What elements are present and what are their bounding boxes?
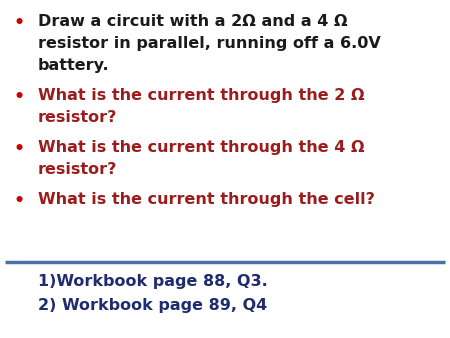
Text: •: • <box>14 14 25 32</box>
Text: 1)Workbook page 88, Q3.: 1)Workbook page 88, Q3. <box>38 274 268 289</box>
Text: What is the current through the 4 Ω: What is the current through the 4 Ω <box>38 140 365 155</box>
Text: resistor in parallel, running off a 6.0V: resistor in parallel, running off a 6.0V <box>38 36 381 51</box>
Text: resistor?: resistor? <box>38 162 117 177</box>
Text: Draw a circuit with a 2Ω and a 4 Ω: Draw a circuit with a 2Ω and a 4 Ω <box>38 14 347 29</box>
Text: •: • <box>14 192 25 210</box>
Text: •: • <box>14 88 25 106</box>
Text: What is the current through the 2 Ω: What is the current through the 2 Ω <box>38 88 365 103</box>
Text: resistor?: resistor? <box>38 110 117 125</box>
Text: •: • <box>14 140 25 158</box>
Text: 2) Workbook page 89, Q4: 2) Workbook page 89, Q4 <box>38 298 267 313</box>
Text: battery.: battery. <box>38 58 110 73</box>
Text: What is the current through the cell?: What is the current through the cell? <box>38 192 375 207</box>
